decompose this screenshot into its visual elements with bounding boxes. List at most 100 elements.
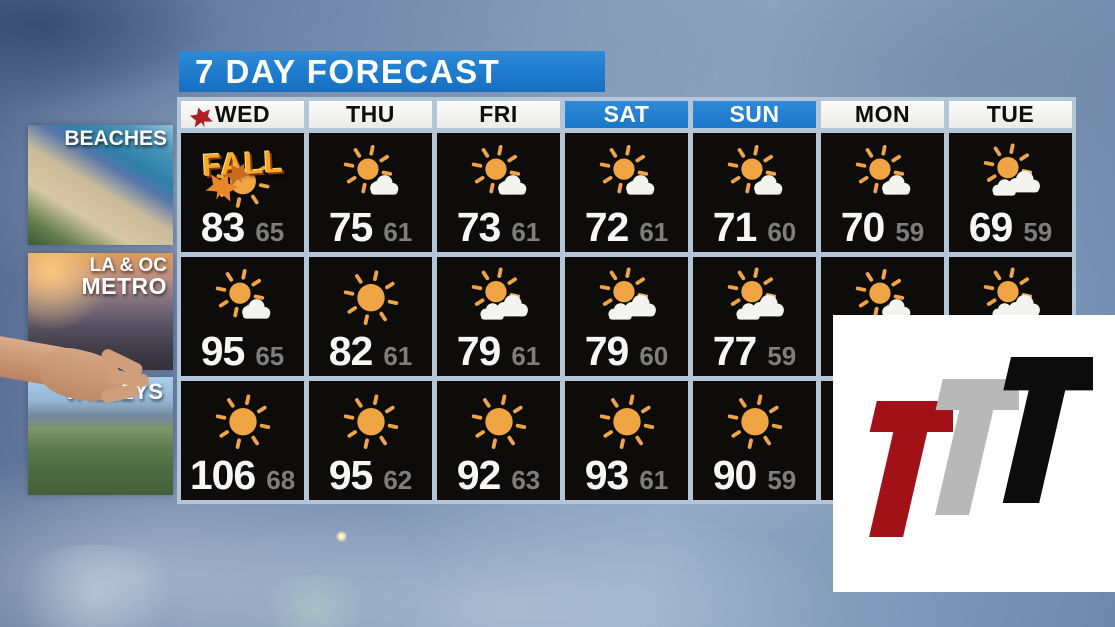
low-temp: 59 xyxy=(1023,217,1053,247)
sun-clouds-icon xyxy=(585,262,669,338)
temperature-pair: 75 61 xyxy=(309,204,432,251)
partly-sunny-icon xyxy=(201,262,285,338)
high-temp: 75 xyxy=(328,204,374,250)
temperature-pair: 93 61 xyxy=(565,452,688,499)
forecast-title-bar: 7 DAY FORECAST xyxy=(179,51,605,92)
low-temp: 59 xyxy=(767,341,797,371)
temperature-pair: 77 59 xyxy=(693,328,816,375)
logo-letter-t-red xyxy=(869,401,953,537)
low-temp: 61 xyxy=(511,217,541,247)
page-title: 7 DAY FORECAST xyxy=(195,52,501,90)
forecast-cell-la-oc-metro-thu: 82 61 xyxy=(309,257,432,376)
low-temp: 60 xyxy=(639,341,669,371)
region-photo-beaches: BEACHES xyxy=(28,125,173,245)
high-temp: 83 xyxy=(200,204,246,250)
temperature-pair: 69 59 xyxy=(949,204,1072,251)
forecast-cell-beaches-sun: 71 60 xyxy=(693,133,816,252)
sunny-icon xyxy=(329,386,413,462)
low-temp: 68 xyxy=(266,465,296,495)
temperature-pair: 90 59 xyxy=(693,452,816,499)
sunny-icon xyxy=(201,386,285,462)
day-header-tue: TUE xyxy=(949,101,1072,128)
day-header-wed: WED xyxy=(181,101,304,128)
low-temp: 61 xyxy=(639,465,669,495)
high-temp: 72 xyxy=(584,204,630,250)
partly-sunny-icon xyxy=(713,138,797,214)
sunny-icon xyxy=(329,262,413,338)
forecast-cell-valleys-sat: 93 61 xyxy=(565,381,688,500)
station-logo xyxy=(833,315,1115,592)
temperature-pair: 71 60 xyxy=(693,204,816,251)
high-temp: 79 xyxy=(584,328,630,374)
forecast-cell-la-oc-metro-sat: 79 60 xyxy=(565,257,688,376)
temperature-pair: 106 68 xyxy=(181,452,304,499)
forecast-cell-beaches-tue: 69 59 xyxy=(949,133,1072,252)
sunny-icon xyxy=(713,386,797,462)
high-temp: 73 xyxy=(456,204,502,250)
forecast-cell-la-oc-metro-sun: 77 59 xyxy=(693,257,816,376)
temperature-pair: 95 62 xyxy=(309,452,432,499)
sun-clouds-icon xyxy=(713,262,797,338)
forecast-grid: WED THU FRI SAT SUN MON TUE FALL 83 65 75 61 73 61 72 6… xyxy=(177,97,1076,504)
high-temp: 70 xyxy=(840,204,886,250)
temperature-pair: 79 60 xyxy=(565,328,688,375)
high-temp: 106 xyxy=(189,452,256,498)
high-temp: 95 xyxy=(200,328,246,374)
forecast-cell-valleys-fri: 92 63 xyxy=(437,381,560,500)
high-temp: 95 xyxy=(328,452,374,498)
day-header-fri: FRI xyxy=(437,101,560,128)
day-header-sun: SUN xyxy=(693,101,816,128)
partly-sunny-icon xyxy=(329,138,413,214)
lens-flare-glow xyxy=(0,545,190,627)
partly-sunny-icon xyxy=(841,138,925,214)
temperature-pair: 83 65 xyxy=(181,204,304,251)
partly-sunny-icon xyxy=(585,138,669,214)
lens-flare-dot xyxy=(336,531,347,542)
lens-flare-green xyxy=(255,575,375,627)
forecast-cell-beaches-thu: 75 61 xyxy=(309,133,432,252)
sunny-icon xyxy=(457,386,541,462)
high-temp: 82 xyxy=(328,328,374,374)
temperature-pair: 82 61 xyxy=(309,328,432,375)
forecast-cell-beaches-sat: 72 61 xyxy=(565,133,688,252)
high-temp: 90 xyxy=(712,452,758,498)
forecast-cell-valleys-wed: 106 68 xyxy=(181,381,304,500)
region-label-la-oc-metro: LA & OC METRO xyxy=(81,255,167,299)
low-temp: 61 xyxy=(639,217,669,247)
forecast-cell-la-oc-metro-fri: 79 61 xyxy=(437,257,560,376)
low-temp: 61 xyxy=(511,341,541,371)
temperature-pair: 72 61 xyxy=(565,204,688,251)
sun-clouds-icon xyxy=(969,138,1053,214)
temperature-pair: 92 63 xyxy=(437,452,560,499)
low-temp: 59 xyxy=(767,465,797,495)
low-temp: 61 xyxy=(383,341,413,371)
low-temp: 65 xyxy=(255,217,285,247)
temperature-pair: 70 59 xyxy=(821,204,944,251)
logo-letter-t-gray xyxy=(935,379,1019,515)
low-temp: 62 xyxy=(383,465,413,495)
day-header-thu: THU xyxy=(309,101,432,128)
low-temp: 65 xyxy=(255,341,285,371)
high-temp: 77 xyxy=(712,328,758,374)
high-temp: 93 xyxy=(584,452,630,498)
sun-clouds-icon xyxy=(457,262,541,338)
partly-sunny-icon xyxy=(457,138,541,214)
day-header-sat: SAT xyxy=(565,101,688,128)
forecast-cell-la-oc-metro-wed: 95 65 xyxy=(181,257,304,376)
low-temp: 60 xyxy=(767,217,797,247)
region-label-beaches: BEACHES xyxy=(64,127,167,150)
temperature-pair: 73 61 xyxy=(437,204,560,251)
sunny-icon xyxy=(585,386,669,462)
forecast-cell-valleys-sun: 90 59 xyxy=(693,381,816,500)
forecast-cell-beaches-wed: FALL 83 65 xyxy=(181,133,304,252)
low-temp: 59 xyxy=(895,217,925,247)
low-temp: 61 xyxy=(383,217,413,247)
high-temp: 92 xyxy=(456,452,502,498)
forecast-cell-beaches-fri: 73 61 xyxy=(437,133,560,252)
temperature-pair: 79 61 xyxy=(437,328,560,375)
temperature-pair: 95 65 xyxy=(181,328,304,375)
logo-letter-t-black xyxy=(1002,357,1093,503)
forecast-cell-beaches-mon: 70 59 xyxy=(821,133,944,252)
day-header-mon: MON xyxy=(821,101,944,128)
high-temp: 69 xyxy=(968,204,1014,250)
